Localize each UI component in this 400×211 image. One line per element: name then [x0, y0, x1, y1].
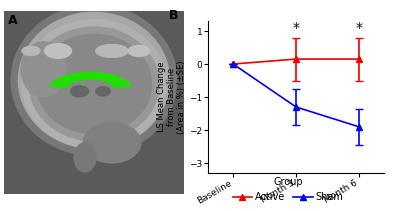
Y-axis label: LS Mean Change
from Baseline
(Area in %) (±SE): LS Mean Change from Baseline (Area in %)… [157, 60, 186, 134]
Text: A: A [8, 14, 17, 27]
Ellipse shape [128, 45, 150, 57]
Ellipse shape [29, 27, 159, 141]
Ellipse shape [21, 42, 66, 97]
Ellipse shape [74, 143, 96, 172]
Legend: Active, Sham: Active, Sham [229, 173, 347, 206]
Ellipse shape [70, 86, 89, 97]
Text: B: B [169, 9, 179, 22]
Ellipse shape [36, 34, 152, 134]
Ellipse shape [11, 5, 177, 156]
Ellipse shape [22, 20, 166, 148]
Ellipse shape [18, 12, 170, 148]
Ellipse shape [96, 45, 128, 57]
Ellipse shape [96, 87, 110, 96]
Text: *: * [355, 21, 362, 35]
Ellipse shape [22, 46, 40, 55]
Ellipse shape [83, 123, 141, 163]
Text: *: * [292, 21, 300, 35]
Ellipse shape [44, 44, 72, 58]
Polygon shape [48, 72, 132, 88]
